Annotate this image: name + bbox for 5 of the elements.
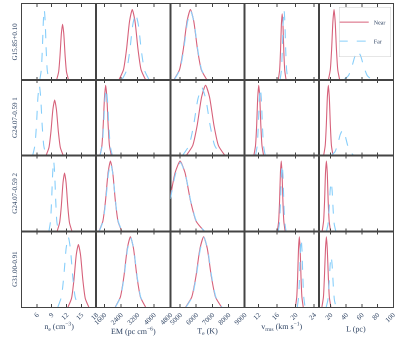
x-axis-title: EM (pc cm$^{−6}$) [110, 326, 156, 336]
x-axis-title: v$_{rms}$ (km s$^{−1}$) [261, 322, 303, 333]
x-axis-title: n$_{e}$ (cm$^{−3}$) [44, 322, 74, 333]
x-axis-title: T$_{e}$ (K) [197, 326, 218, 337]
x-axis-title: L (pc) [346, 324, 366, 334]
